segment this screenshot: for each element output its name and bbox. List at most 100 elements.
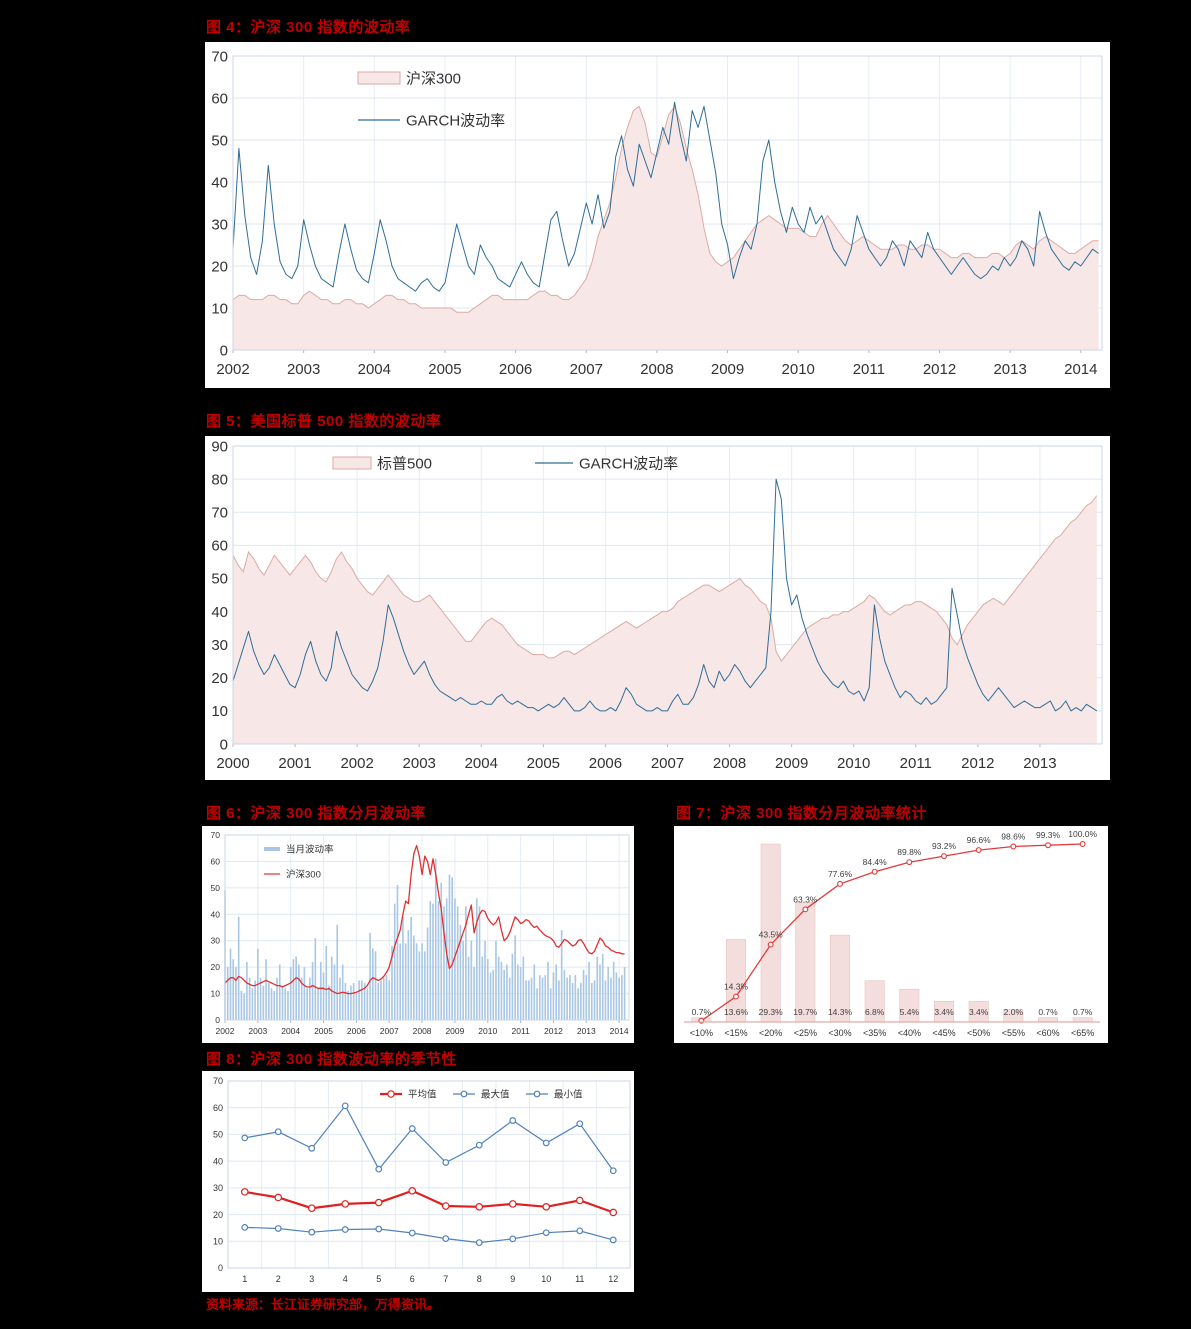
svg-text:90: 90 bbox=[211, 438, 228, 455]
svg-text:GARCH波动率: GARCH波动率 bbox=[406, 112, 505, 129]
svg-text:2008: 2008 bbox=[640, 361, 673, 378]
svg-text:20: 20 bbox=[213, 1210, 223, 1220]
fig4-garch-line bbox=[232, 101, 1099, 292]
svg-text:<50%: <50% bbox=[967, 1028, 990, 1038]
svg-text:3.4%: 3.4% bbox=[934, 1007, 954, 1017]
figure-4-title: 图 4：沪深 300 指数的波动率 bbox=[206, 19, 411, 36]
svg-text:40: 40 bbox=[211, 174, 228, 191]
legend-item-avg-line: 平均值 bbox=[380, 1088, 437, 1100]
svg-text:60: 60 bbox=[211, 856, 221, 866]
svg-text:29.3%: 29.3% bbox=[759, 1007, 784, 1017]
svg-text:2004: 2004 bbox=[465, 755, 498, 772]
svg-text:7: 7 bbox=[443, 1274, 448, 1284]
svg-text:98.6%: 98.6% bbox=[1001, 831, 1026, 841]
svg-text:13.6%: 13.6% bbox=[724, 1007, 749, 1017]
svg-text:2004: 2004 bbox=[281, 1026, 300, 1036]
svg-text:2008: 2008 bbox=[713, 755, 746, 772]
svg-text:3: 3 bbox=[309, 1274, 314, 1284]
legend-item-max-line: 最大值 bbox=[453, 1088, 510, 1100]
svg-text:99.3%: 99.3% bbox=[1036, 830, 1061, 840]
svg-text:96.6%: 96.6% bbox=[967, 835, 992, 845]
figure-6-title: 图 6：沪深 300 指数分月波动率 bbox=[206, 805, 426, 822]
figure-8-title: 图 8：沪深 300 指数波动率的季节性 bbox=[206, 1051, 457, 1068]
svg-text:<10%: <10% bbox=[690, 1028, 713, 1038]
svg-text:2011: 2011 bbox=[511, 1026, 530, 1036]
svg-text:<60%: <60% bbox=[1036, 1028, 1059, 1038]
svg-text:14.3%: 14.3% bbox=[828, 1007, 853, 1017]
legend-item-hs300-area: 沪深300 bbox=[357, 70, 461, 87]
svg-text:2003: 2003 bbox=[403, 755, 436, 772]
svg-text:10: 10 bbox=[213, 1236, 223, 1246]
svg-text:沪深300: 沪深300 bbox=[406, 70, 461, 87]
svg-text:2002: 2002 bbox=[216, 1026, 235, 1036]
svg-text:60: 60 bbox=[211, 538, 228, 555]
svg-text:0: 0 bbox=[215, 1015, 220, 1025]
svg-text:40: 40 bbox=[211, 909, 221, 919]
svg-text:2013: 2013 bbox=[577, 1026, 596, 1036]
svg-text:6.8%: 6.8% bbox=[865, 1007, 885, 1017]
svg-text:43.5%: 43.5% bbox=[759, 930, 784, 940]
figure-8-chart: 0 10 20 30 40 50 60 70 1 2 3 4 5 6 7 8 9 10 11 12 平均值 最大值 最小值 bbox=[202, 1071, 634, 1292]
fig5-garch-line bbox=[232, 478, 1098, 712]
figure-7-title: 图 7：沪深 300 指数分月波动率统计 bbox=[676, 805, 927, 822]
figure-5-chart: 0 10 20 30 40 50 60 70 80 90 2000 2001 2002 2003 2004 2… bbox=[205, 436, 1110, 780]
legend-item-garch-line: GARCH波动率 bbox=[535, 455, 678, 472]
svg-text:GARCH波动率: GARCH波动率 bbox=[579, 455, 678, 472]
fig7-cumulative-line bbox=[700, 843, 1083, 1022]
fig5-sp500-area bbox=[233, 495, 1097, 744]
svg-text:2006: 2006 bbox=[347, 1026, 366, 1036]
svg-text:2006: 2006 bbox=[589, 755, 622, 772]
svg-text:2010: 2010 bbox=[782, 361, 815, 378]
svg-text:2012: 2012 bbox=[961, 755, 994, 772]
svg-text:10: 10 bbox=[541, 1274, 551, 1284]
svg-text:标普500: 标普500 bbox=[377, 455, 432, 472]
svg-text:当月波动率: 当月波动率 bbox=[286, 843, 334, 855]
svg-text:2004: 2004 bbox=[358, 361, 391, 378]
fig8-avg-line bbox=[244, 1189, 614, 1214]
svg-text:30: 30 bbox=[211, 936, 221, 946]
svg-text:63.3%: 63.3% bbox=[793, 894, 818, 904]
svg-text:10: 10 bbox=[211, 300, 228, 317]
svg-text:2005: 2005 bbox=[314, 1026, 333, 1036]
fig7-data-labels: 0.7% 13.6% 29.3% 19.7% 14.3% 6.8% 5.4% 3.4% 3.4%… bbox=[692, 829, 1098, 1017]
svg-text:84.4%: 84.4% bbox=[863, 857, 888, 867]
svg-text:2014: 2014 bbox=[1064, 361, 1097, 378]
svg-text:2009: 2009 bbox=[775, 755, 808, 772]
figure-6-chart: 0 10 20 30 40 50 60 70 2002 2003 2004 2005 2006 2007 2… bbox=[202, 826, 634, 1043]
svg-text:2007: 2007 bbox=[570, 361, 603, 378]
svg-text:2005: 2005 bbox=[527, 755, 560, 772]
svg-text:2011: 2011 bbox=[853, 361, 885, 378]
svg-text:70: 70 bbox=[211, 48, 228, 65]
fig7-svg: 0.7% 13.6% 29.3% 19.7% 14.3% 6.8% 5.4% 3.4% 3.4%… bbox=[684, 829, 1100, 1038]
svg-text:2011: 2011 bbox=[900, 755, 932, 772]
figure-7-chart: 0.7% 13.6% 29.3% 19.7% 14.3% 6.8% 5.4% 3.4% 3.4%… bbox=[674, 826, 1108, 1043]
svg-text:70: 70 bbox=[211, 830, 221, 840]
svg-text:70: 70 bbox=[211, 504, 228, 521]
svg-text:2005: 2005 bbox=[428, 361, 461, 378]
svg-text:<20%: <20% bbox=[759, 1028, 782, 1038]
svg-text:沪深300: 沪深300 bbox=[286, 868, 321, 880]
legend-item-min-line: 最小值 bbox=[526, 1088, 583, 1100]
svg-text:2003: 2003 bbox=[287, 361, 320, 378]
svg-text:20: 20 bbox=[211, 258, 228, 275]
svg-text:<40%: <40% bbox=[898, 1028, 921, 1038]
svg-text:<25%: <25% bbox=[794, 1028, 817, 1038]
svg-text:<65%: <65% bbox=[1071, 1028, 1094, 1038]
svg-text:40: 40 bbox=[213, 1156, 223, 1166]
svg-text:80: 80 bbox=[211, 471, 228, 488]
svg-text:4: 4 bbox=[343, 1274, 348, 1284]
svg-text:<15%: <15% bbox=[724, 1028, 747, 1038]
svg-text:2010: 2010 bbox=[478, 1026, 497, 1036]
fig8-max-line bbox=[244, 1104, 614, 1172]
svg-text:2010: 2010 bbox=[837, 755, 870, 772]
svg-text:3.4%: 3.4% bbox=[969, 1007, 989, 1017]
svg-text:12: 12 bbox=[608, 1274, 618, 1284]
svg-text:2002: 2002 bbox=[216, 361, 249, 378]
svg-text:2002: 2002 bbox=[340, 755, 373, 772]
svg-text:40: 40 bbox=[211, 604, 228, 621]
svg-text:14.3%: 14.3% bbox=[724, 982, 749, 992]
svg-text:50: 50 bbox=[213, 1130, 223, 1140]
svg-text:50: 50 bbox=[211, 132, 228, 149]
figure-4-chart: 0 10 20 30 40 50 60 70 2002 2003 2004 2005 2006 2007 2… bbox=[205, 42, 1110, 388]
svg-text:2006: 2006 bbox=[499, 361, 532, 378]
